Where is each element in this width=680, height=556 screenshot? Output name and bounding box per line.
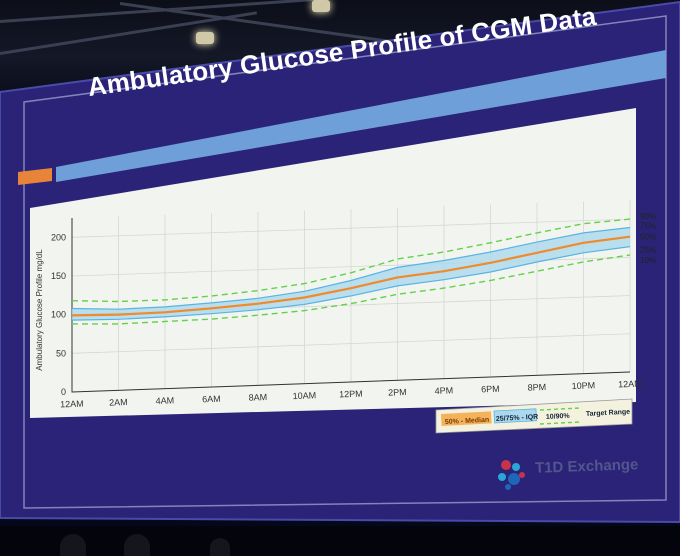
x-tick-label: 10PM bbox=[571, 380, 595, 391]
percentile-label: 10% bbox=[640, 256, 656, 265]
slide-frame bbox=[0, 0, 680, 524]
legend-label-target: Target Range bbox=[586, 409, 631, 418]
grid-line-horizontal bbox=[71, 333, 631, 354]
legend-swatch-iqr bbox=[493, 408, 537, 424]
series-line-90 bbox=[71, 218, 631, 303]
legend-label-iqr: 25/75% - IQR bbox=[496, 414, 539, 423]
series-line-10 bbox=[72, 254, 631, 325]
chart-panel bbox=[30, 108, 636, 418]
x-tick-label: 6AM bbox=[202, 394, 221, 405]
logo-text: T1D Exchange bbox=[534, 456, 639, 477]
percentile-label: 50% bbox=[640, 233, 656, 242]
series-line-25 bbox=[71, 246, 631, 321]
series-line-median bbox=[71, 235, 631, 317]
x-tick-label: 4PM bbox=[434, 385, 453, 396]
x-tick-label: 4AM bbox=[155, 395, 174, 406]
x-tick-label: 12AM bbox=[60, 399, 84, 410]
x-tick-label: 12AM bbox=[618, 379, 642, 390]
slide-inner-border bbox=[23, 15, 667, 509]
y-tick-label: 150 bbox=[51, 271, 66, 281]
x-tick-label: 8AM bbox=[248, 392, 267, 403]
legend-swatch-median bbox=[441, 411, 492, 426]
audience-silhouette bbox=[0, 526, 680, 556]
x-tick-label: 6PM bbox=[481, 384, 500, 395]
series-line-75 bbox=[71, 226, 631, 310]
y-tick-label: 100 bbox=[51, 310, 66, 320]
y-tick-label: 50 bbox=[56, 348, 66, 358]
x-tick-label: 10AM bbox=[292, 390, 316, 401]
x-tick-label: 12PM bbox=[339, 389, 363, 400]
x-tick-label: 8PM bbox=[527, 382, 546, 393]
plot-axes bbox=[71, 218, 631, 393]
grid-line-horizontal bbox=[71, 218, 631, 238]
accent-bar-blue bbox=[56, 50, 666, 182]
percentile-label: 75% bbox=[640, 222, 656, 231]
percentile-label: 90% bbox=[640, 212, 656, 221]
x-tick-label: 2AM bbox=[109, 397, 128, 408]
y-axis-label: Ambulatory Glucose Profile mg/dL bbox=[35, 249, 44, 371]
audience-head bbox=[124, 534, 150, 556]
audience-head bbox=[210, 538, 230, 556]
x-tick-label: 2PM bbox=[388, 387, 407, 398]
y-tick-label: 200 bbox=[51, 232, 66, 242]
stage-light bbox=[196, 32, 214, 44]
percentile-label: 25% bbox=[640, 246, 656, 255]
stage-light bbox=[312, 0, 330, 12]
y-tick-label: 0 bbox=[61, 387, 66, 397]
t1d-exchange-logo bbox=[498, 460, 525, 490]
legend-label-outer: 10/90% bbox=[546, 413, 571, 421]
accent-bar-orange bbox=[18, 168, 52, 185]
legend-label-median: 50% - Median bbox=[445, 417, 490, 426]
iqr-band bbox=[72, 227, 630, 321]
audience-head bbox=[60, 534, 86, 556]
